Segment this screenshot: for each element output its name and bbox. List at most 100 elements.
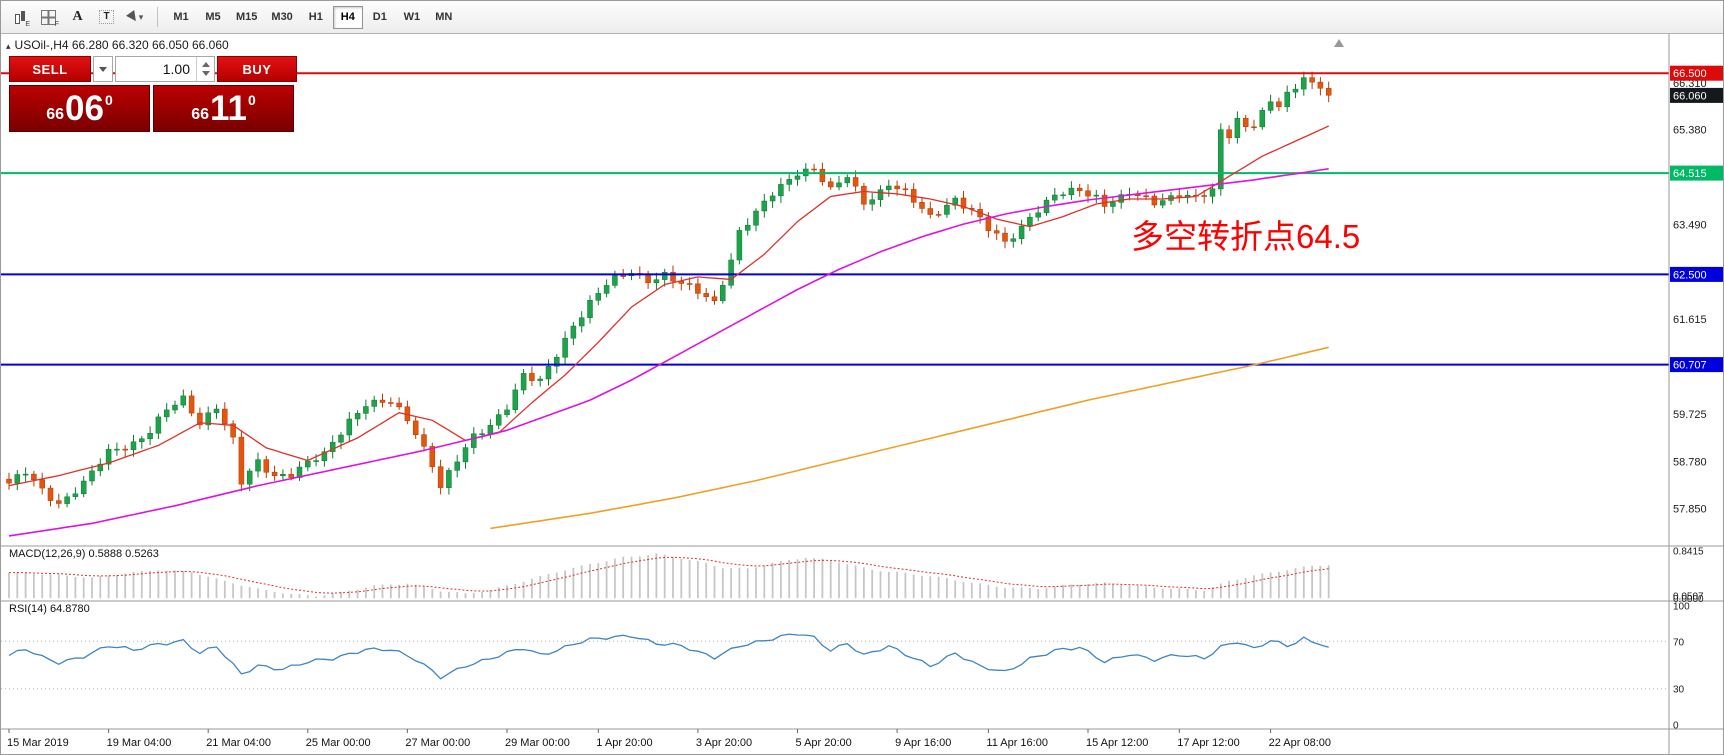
text-label-button[interactable]: A [64, 5, 91, 30]
rsi-axis-label: 100 [1673, 602, 1690, 613]
grid-button[interactable]: F [35, 5, 62, 30]
time-axis-label: 22 Apr 08:00 [1269, 737, 1331, 749]
price-axis-label[interactable]: 61.615 [1673, 314, 1707, 326]
buy-price-big: 11 [210, 89, 247, 128]
chart-area[interactable]: 66.310 65.380 63.490 61.615 59.725 58.780 57.8… [1, 34, 1724, 755]
price-line-label[interactable]: 64.515 [1673, 168, 1707, 180]
sell-button[interactable]: SELL [9, 56, 91, 82]
timeframe-mn-button[interactable]: MN [429, 6, 459, 29]
buy-price-tile[interactable]: 66 11 0 [153, 85, 294, 132]
sell-price-sup: 0 [104, 92, 113, 108]
current-price-label-bg [1670, 87, 1723, 103]
time-axis-label: 25 Mar 00:00 [306, 737, 371, 749]
time-axis-label: 15 Mar 2019 [7, 737, 69, 749]
price-axis-label[interactable]: 59.725 [1673, 409, 1707, 421]
price-axis-label[interactable]: 63.490 [1673, 220, 1707, 232]
time-axis[interactable]: 15 Mar 2019 19 Mar 04:00 21 Mar 04:00 25 Ma… [7, 729, 1331, 749]
macd-axis-label: 0.8415 [1673, 547, 1704, 558]
time-axis-label: 29 Mar 00:00 [505, 737, 570, 749]
timeframe-buttons: M1 M5 M15 M30 H1 H4 D1 W1 MN [165, 5, 460, 29]
tool-badge: F [54, 20, 59, 28]
price-axis-label[interactable]: 66.310 [1673, 78, 1707, 90]
chart-annotation-text[interactable]: 多空转折点64.5 [1131, 218, 1361, 255]
chevron-down-icon: ▾ [138, 11, 144, 22]
symbol-header: ▴ USOil-,H4 66.280 66.320 66.050 66.060 [6, 38, 229, 52]
timeframe-d1-button[interactable]: D1 [365, 6, 395, 29]
trade-controls-row: SELL 1.00 BUY [9, 56, 297, 82]
chart-canvas[interactable]: 66.310 65.380 63.490 61.615 59.725 58.780 57.8… [1, 34, 1724, 755]
candles-icon [13, 10, 27, 24]
collapse-triangle-icon[interactable]: ▴ [6, 41, 11, 51]
rsi-line [8, 633, 1329, 680]
chart-candles-button[interactable]: E [6, 5, 33, 30]
price-line-label[interactable]: 60.707 [1673, 360, 1707, 372]
buy-price-sup: 0 [248, 92, 256, 108]
text-label-icon: A [72, 9, 83, 24]
text-box-icon: T [99, 10, 114, 24]
time-axis-label: 15 Apr 12:00 [1086, 737, 1148, 749]
candles [6, 71, 1332, 509]
volume-field[interactable]: 1.00 [115, 56, 215, 82]
time-axis-label: 27 Mar 00:00 [405, 737, 470, 749]
rsi-axis-label: 30 [1673, 685, 1685, 696]
ma-fast-line [8, 125, 1329, 487]
spinner-up-icon[interactable] [201, 62, 210, 67]
macd-histogram [8, 553, 1330, 599]
price-axis-label[interactable]: 58.780 [1673, 457, 1707, 469]
buy-button[interactable]: BUY [217, 56, 297, 82]
draw-arrow-button[interactable]: ▾ [122, 5, 149, 30]
buy-price-small: 66 [191, 105, 209, 123]
autoscroll-marker-icon[interactable] [1334, 39, 1344, 47]
macd-signal-line [9, 556, 1329, 594]
time-axis-label: 11 Apr 16:00 [986, 737, 1048, 749]
toolbar-tools: E F A T ▾ [5, 5, 150, 30]
spinner-down-icon[interactable] [201, 71, 210, 76]
sell-price-tile[interactable]: 66 06 0 [9, 85, 150, 132]
grid-icon [41, 9, 56, 25]
ma-slow-line [490, 346, 1329, 530]
price-line-label-bg [1670, 165, 1723, 181]
one-click-trade-panel: SELL 1.00 BUY 66 06 0 66 11 0 [9, 56, 297, 132]
price-line-label[interactable]: 66.500 [1673, 68, 1707, 80]
price-line-label-bg [1670, 357, 1723, 373]
time-axis-label: 17 Apr 12:00 [1177, 737, 1239, 749]
price-axis-label[interactable]: 57.850 [1673, 503, 1707, 515]
time-axis-label: 3 Apr 20:00 [696, 737, 752, 749]
chevron-down-icon [99, 66, 107, 72]
rsi-indicator-label: RSI(14) 64.8780 [9, 603, 90, 615]
text-box-button[interactable]: T [93, 5, 120, 30]
timeframe-m30-button[interactable]: M30 [265, 6, 298, 29]
toolbar: E F A T ▾ M1 M5 M15 M30 H1 H4 D1 W1 MN [1, 1, 1723, 34]
ma-mid-line [8, 168, 1329, 537]
time-axis-label: 21 Mar 04:00 [206, 737, 271, 749]
volume-value[interactable]: 1.00 [162, 61, 190, 77]
tool-badge: E [25, 20, 30, 28]
price-line-label-bg [1670, 266, 1723, 282]
volume-dropdown-button[interactable] [93, 56, 113, 82]
sell-price-big: 06 [65, 89, 104, 128]
price-line-label[interactable]: 62.500 [1673, 269, 1707, 281]
time-axis-label: 5 Apr 20:00 [796, 737, 852, 749]
macd-indicator-label: MACD(12,26,9) 0.5888 0.5263 [9, 548, 159, 560]
timeframe-w1-button[interactable]: W1 [397, 6, 427, 29]
chart-background [1, 34, 1723, 754]
timeframe-m15-button[interactable]: M15 [230, 6, 263, 29]
macd-axis-label: 0.0000 [1673, 594, 1704, 605]
price-axis-label[interactable]: 65.380 [1673, 125, 1707, 137]
price-line-label-bg [1670, 65, 1723, 81]
current-price-label[interactable]: 66.060 [1673, 90, 1707, 102]
symbol-ohlc-text: USOil-,H4 66.280 66.320 66.050 66.060 [14, 38, 229, 52]
timeframe-m1-button[interactable]: M1 [166, 6, 196, 29]
draw-arrow-icon [125, 10, 140, 24]
rsi-axis-label: 0 [1673, 720, 1679, 731]
timeframe-m5-button[interactable]: M5 [198, 6, 228, 29]
trade-prices-row: 66 06 0 66 11 0 [9, 85, 297, 132]
timeframe-h1-button[interactable]: H1 [301, 6, 331, 29]
time-axis-label: 1 Apr 20:00 [596, 737, 652, 749]
volume-spinner[interactable] [196, 57, 214, 81]
timeframe-h4-button[interactable]: H4 [332, 5, 363, 29]
sell-price-small: 66 [46, 105, 65, 123]
rsi-axis-label: 70 [1673, 637, 1685, 648]
time-axis-label: 9 Apr 16:00 [895, 737, 951, 749]
